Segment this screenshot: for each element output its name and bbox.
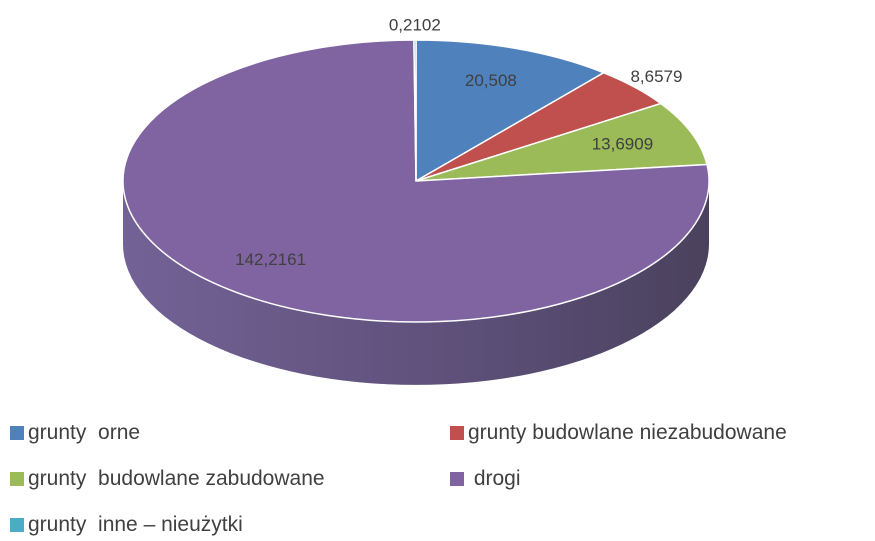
legend-item: drogi (450, 466, 870, 492)
chart: 20,508 8,6579 13,6909 142,2161 0,2102 (122, 15, 710, 385)
data-label: 20,508 (465, 71, 517, 90)
data-label: 142,2161 (235, 250, 306, 269)
legend-label: grunty inne – nieużytki (28, 513, 243, 536)
data-label: 0,2102 (389, 15, 441, 34)
slice (415, 39, 606, 183)
legend-label: grunty orne (28, 421, 141, 444)
legend-label: grunty budowlane niezabudowane (468, 421, 787, 444)
data-label: 13,6909 (592, 134, 653, 153)
data-label: 8,6579 (630, 67, 682, 86)
legend-item: grunty budowlane niezabudowane (450, 420, 870, 446)
legend-swatch (450, 426, 464, 440)
legend-item: grunty inne – nieużytki (10, 512, 450, 538)
legend-item: grunty budowlane zabudowane (10, 466, 450, 492)
legend-label: grunty budowlane zabudowane (28, 467, 325, 490)
legend-item: grunty orne (10, 420, 450, 446)
legend-swatch (10, 426, 24, 440)
slice (413, 39, 417, 182)
legend-swatch (10, 518, 24, 532)
legend-label: drogi (468, 467, 521, 490)
slice-side (123, 181, 709, 385)
legend: grunty orne grunty budowlane niezabudowan… (10, 420, 875, 538)
slice (415, 102, 708, 182)
legend-swatch (10, 472, 24, 486)
legend-swatch (450, 472, 464, 486)
